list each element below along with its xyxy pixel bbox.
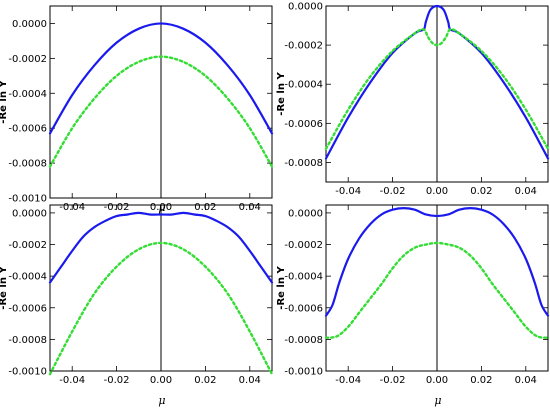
x-tick-label: 0.00	[426, 375, 448, 386]
y-tick-label: -0.0006	[284, 119, 323, 130]
x-tick-label: -0.04	[59, 375, 85, 386]
y-tick-label: 0.0000	[12, 208, 47, 219]
y-tick-label: 0.0000	[12, 19, 47, 30]
x-tick-label: -0.02	[380, 186, 406, 197]
x-tick-label: -0.04	[335, 375, 361, 386]
x-tick-label: 0.04	[515, 375, 537, 386]
y-tick-label: -0.0006	[8, 124, 47, 135]
x-tick-label: -0.04	[335, 186, 361, 197]
y-tick-label: -0.0004	[8, 89, 47, 100]
x-tick-label: 0.00	[150, 375, 172, 386]
x-tick-label: 0.04	[515, 186, 537, 197]
y-tick-label: -0.0002	[8, 54, 47, 65]
x-tick-label: 0.00	[426, 186, 448, 197]
y-tick-label: -0.0010	[8, 194, 47, 205]
y-tick-label: 0.0000	[288, 208, 323, 219]
x-tick-label: 0.02	[470, 186, 492, 197]
x-axis-label: μ	[158, 201, 165, 214]
y-tick-label: -0.0004	[284, 80, 323, 91]
x-tick-label: 0.02	[470, 375, 492, 386]
series-solid-curve	[48, 211, 274, 284]
series-dotted-curve	[324, 28, 550, 150]
panel-bottom-left: 0.0000 -0.0002 -0.0004 -0.0006 -0.0008 -0.001…	[0, 204, 274, 407]
y-tick-label: -0.0004	[8, 272, 47, 283]
x-tick-label: 0.02	[194, 375, 216, 386]
x-axis-label: μ	[434, 394, 441, 407]
x-tick-label: 0.04	[239, 375, 261, 386]
y-axis-label: -Re ln Y	[276, 266, 287, 310]
x-tick-label: -0.02	[104, 375, 130, 386]
y-tick-label: -0.0006	[284, 303, 323, 314]
y-tick-label: -0.0002	[284, 240, 323, 251]
y-tick-label: -0.0008	[284, 335, 323, 346]
x-axis-label: μ	[158, 394, 165, 407]
y-axis-label: -Re ln Y	[276, 72, 287, 116]
x-tick-label: -0.02	[380, 375, 406, 386]
y-tick-label: -0.0002	[284, 41, 323, 52]
series-solid-curve	[48, 22, 274, 135]
panel-top-left: 0.0000 -0.0002 -0.0004 -0.0006 -0.0008 -0.001…	[0, 5, 274, 214]
y-tick-label: -0.0002	[8, 240, 47, 251]
series-dotted-curve	[48, 241, 274, 376]
y-tick-label: -0.0004	[284, 272, 323, 283]
y-tick-label: -0.0008	[284, 158, 323, 169]
y-tick-label: -0.0008	[8, 159, 47, 170]
y-tick-label: -0.0006	[8, 303, 47, 314]
y-tick-label: 0.0000	[288, 2, 323, 13]
y-tick-label: -0.0008	[8, 335, 47, 346]
series-dotted-curve	[324, 241, 550, 339]
series-solid-curve	[324, 4, 550, 160]
series-solid-curve	[324, 207, 550, 317]
panel-top-right: 0.0000 -0.0002 -0.0004 -0.0006 -0.0008 -0.04 -…	[276, 2, 550, 197]
y-tick-label: -0.0010	[8, 367, 47, 378]
panel-bottom-right: 0.0000 -0.0002 -0.0004 -0.0006 -0.0008 -0.001…	[276, 204, 550, 407]
y-tick-label: -0.0010	[284, 367, 323, 378]
y-axis-label: -Re ln Y	[0, 266, 9, 310]
series-dotted-curve	[48, 55, 274, 168]
y-axis-label: -Re ln Y	[0, 80, 9, 124]
